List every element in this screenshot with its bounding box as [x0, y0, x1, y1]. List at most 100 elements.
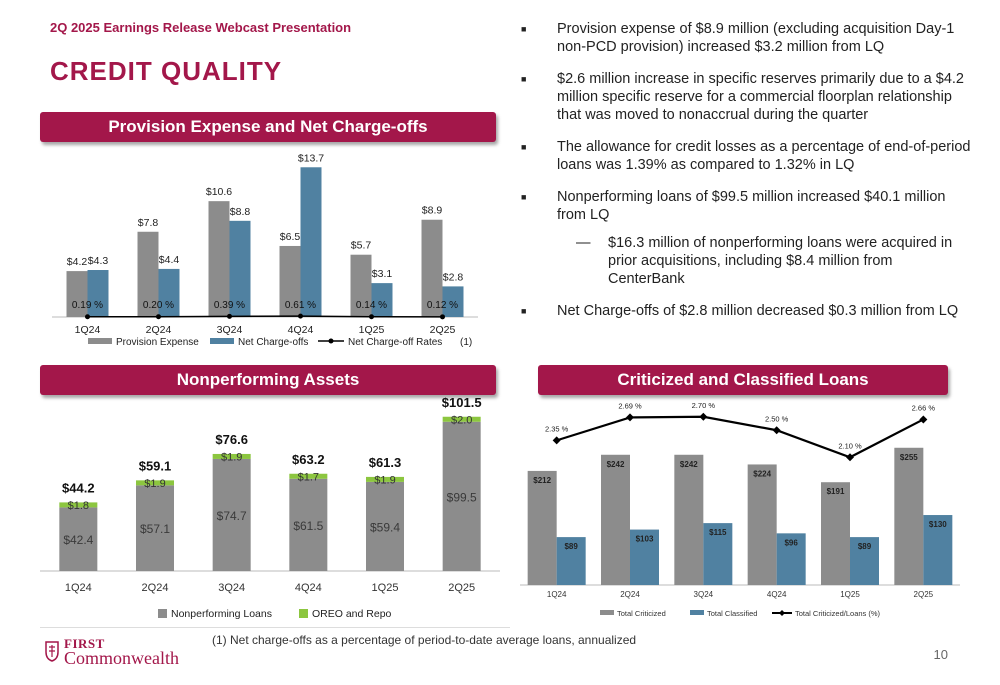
bullet-text: $16.3 million of nonperforming loans wer… [608, 235, 953, 287]
oreo-data-label: $2.0 [451, 414, 472, 426]
nonperforming-loans-bar [366, 481, 404, 571]
x-tick-label: 1Q24 [547, 590, 567, 599]
rate-data-label: 0.39 % [214, 300, 245, 311]
legend-label-criticized: Total Criticized [617, 609, 666, 618]
total-classified-bar [556, 537, 586, 585]
page-number: 10 [933, 647, 948, 662]
nonperforming-data-label: $57.1 [140, 522, 170, 536]
nonperforming-data-label: $42.4 [63, 533, 93, 547]
footer-divider [40, 627, 510, 628]
x-tick-label: 4Q24 [288, 324, 314, 336]
criticized-pct-data-label: 2.69 % [618, 401, 642, 410]
rate-point [440, 314, 445, 320]
dash-bullet-icon: — [576, 235, 591, 251]
net-chargeoff-bar [229, 220, 251, 317]
bullet-item: ■ Net Charge-offs of $2.8 million decreas… [518, 302, 973, 320]
provision-bar [421, 219, 443, 317]
criticized-pct-point [699, 412, 708, 421]
nonperforming-data-label: $74.7 [217, 509, 247, 523]
nonperforming-data-label: $61.5 [293, 519, 323, 533]
net-chargeoff-bar [158, 268, 180, 317]
total-criticized-bar [674, 454, 704, 585]
total-classified-bar [703, 523, 733, 585]
net-chargeoff-data-label: $13.7 [298, 152, 324, 164]
oreo-repo-bar [136, 480, 174, 486]
x-tick-label: 3Q24 [218, 582, 245, 594]
bullet-item: ■ Nonperforming loans of $99.5 million in… [518, 188, 973, 224]
logo-line1: FIRST [64, 636, 105, 651]
classified-data-label: $103 [636, 535, 654, 544]
net-chargeoff-bar [300, 167, 322, 317]
provision-banner: Provision Expense and Net Charge-offs [40, 112, 496, 142]
x-tick-label: 4Q24 [295, 582, 322, 594]
legend-label-nonperforming: Nonperforming Loans [171, 608, 272, 620]
classified-data-label: $89 [564, 542, 578, 551]
oreo-repo-bar [442, 416, 481, 422]
net-chargeoff-data-label: $2.8 [443, 271, 464, 283]
x-tick-label: 2Q25 [914, 590, 934, 599]
criticized-data-label: $224 [753, 469, 771, 478]
bullet-item: ■ Provision expense of $8.9 million (excl… [518, 20, 973, 56]
net-chargeoff-data-label: $8.8 [230, 206, 251, 218]
nonperforming-data-label: $99.5 [447, 490, 477, 504]
legend-label-oreo: OREO and Repo [312, 608, 392, 620]
provision-data-label: $6.5 [280, 231, 301, 243]
bullet-text: Nonperforming loans of $99.5 million inc… [557, 189, 946, 223]
presentation-subtitle: 2Q 2025 Earnings Release Webcast Present… [50, 20, 352, 35]
rate-data-label: 0.20 % [143, 300, 174, 311]
oreo-data-label: $1.7 [298, 471, 319, 483]
legend-swatch-provision [88, 338, 112, 344]
company-logo: FIRST Commonwealth [44, 636, 179, 667]
criticized-pct-data-label: 2.10 % [838, 441, 862, 450]
oreo-repo-bar [59, 502, 98, 508]
provision-data-label: $10.6 [206, 186, 232, 198]
legend-label-rate: Net Charge-off Rates [348, 337, 442, 348]
square-bullet-icon: ■ [521, 142, 527, 152]
provision-bar [350, 254, 372, 317]
provision-chart: $4.2 $4.3 1Q24 0.19 % $7.8 $4.4 2Q24 0.20 % $10.… [52, 152, 478, 348]
oreo-data-label: $1.9 [221, 451, 242, 463]
legend-label-net-chargeoffs: Net Charge-offs [238, 337, 308, 348]
criticized-pct-point [846, 453, 854, 462]
criticized-data-label: $255 [900, 453, 918, 462]
criticized-data-label: $242 [680, 460, 698, 469]
total-criticized-bar [821, 482, 850, 585]
bullet-text: The allowance for credit losses as a per… [557, 139, 971, 173]
nonperforming-loans-bar [442, 421, 481, 571]
total-classified-bar [776, 533, 806, 585]
criticized-data-label: $212 [533, 476, 551, 485]
legend-swatch-criticized [600, 610, 614, 615]
net-chargeoff-bar [371, 283, 393, 317]
total-data-label: $76.6 [215, 432, 248, 447]
total-criticized-bar [747, 464, 777, 585]
legend-swatch-net-chargeoffs [210, 338, 234, 344]
total-classified-bar [923, 515, 953, 585]
crest-icon [45, 641, 59, 662]
total-criticized-bar [894, 447, 924, 585]
square-bullet-icon: ■ [521, 192, 527, 202]
total-data-label: $63.2 [292, 452, 325, 467]
x-tick-label: 1Q25 [359, 324, 385, 336]
footnote: (1) Net charge-offs as a percentage of p… [212, 633, 637, 647]
x-tick-label: 3Q24 [217, 324, 243, 336]
rate-data-label: 0.19 % [72, 300, 103, 311]
rate-line [87, 315, 443, 318]
nonperforming-loans-bar [212, 458, 251, 571]
bullet-item: ■ $2.6 million increase in specific reser… [518, 70, 973, 124]
total-criticized-bar [527, 470, 557, 585]
square-bullet-icon: ■ [521, 74, 527, 84]
total-classified-bar [850, 537, 879, 585]
criticized-pct-data-label: 2.35 % [545, 424, 569, 433]
rate-data-label: 0.12 % [427, 300, 458, 311]
criticized-pct-point [772, 426, 781, 435]
legend-swatch-nonperforming [158, 609, 167, 618]
nonperforming-loans-bar [289, 478, 328, 571]
rate-point [85, 314, 90, 320]
provision-bar [208, 201, 230, 317]
npa-chart: $42.4 $1.8 $44.2 1Q24 $57.1 $1.9 $59.1 2Q24 $74.… [40, 396, 500, 620]
legend-label-pct: Total Criticized/Loans (%) [795, 609, 881, 618]
legend-swatch-pct-dot [779, 610, 785, 616]
x-tick-label: 1Q24 [65, 582, 92, 594]
provision-data-label: $7.8 [138, 217, 159, 229]
rate-point [227, 313, 232, 319]
